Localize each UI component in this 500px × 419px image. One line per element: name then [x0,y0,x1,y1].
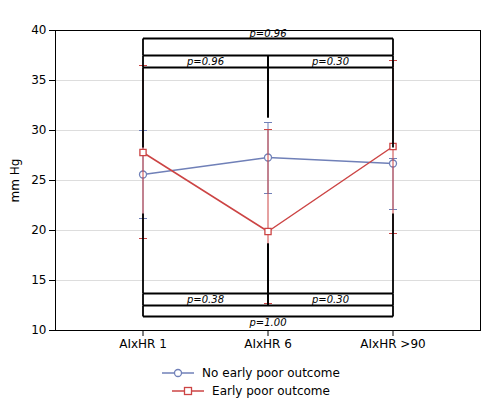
svg-text:AIxHR 6: AIxHR 6 [244,337,292,351]
html-text:No early poor outcome: No early poor outcome [202,366,340,380]
svg-text:p=0.96: p=0.96 [186,56,224,67]
svg-text:40: 40 [31,23,46,37]
svg-text:p=0.38: p=0.38 [186,294,224,305]
svg-text:10: 10 [31,323,46,337]
svg-text:AIxHR 1: AIxHR 1 [119,337,167,351]
svg-text:p=1.00: p=1.00 [249,317,287,328]
svg-text:35: 35 [31,73,46,87]
svg-text:20: 20 [31,223,46,237]
svg-text:25: 25 [31,173,46,187]
svg-text:AIxHR >90: AIxHR >90 [360,337,425,351]
svg-text:15: 15 [31,273,46,287]
svg-text:p=0.30: p=0.30 [311,294,349,305]
svg-text:p=0.96: p=0.96 [249,28,287,39]
svg-text:30: 30 [31,123,46,137]
html-text:Early poor outcome: Early poor outcome [212,384,330,398]
svg-text:p=0.30: p=0.30 [311,56,349,67]
svg-text:mm Hg: mm Hg [8,159,22,203]
